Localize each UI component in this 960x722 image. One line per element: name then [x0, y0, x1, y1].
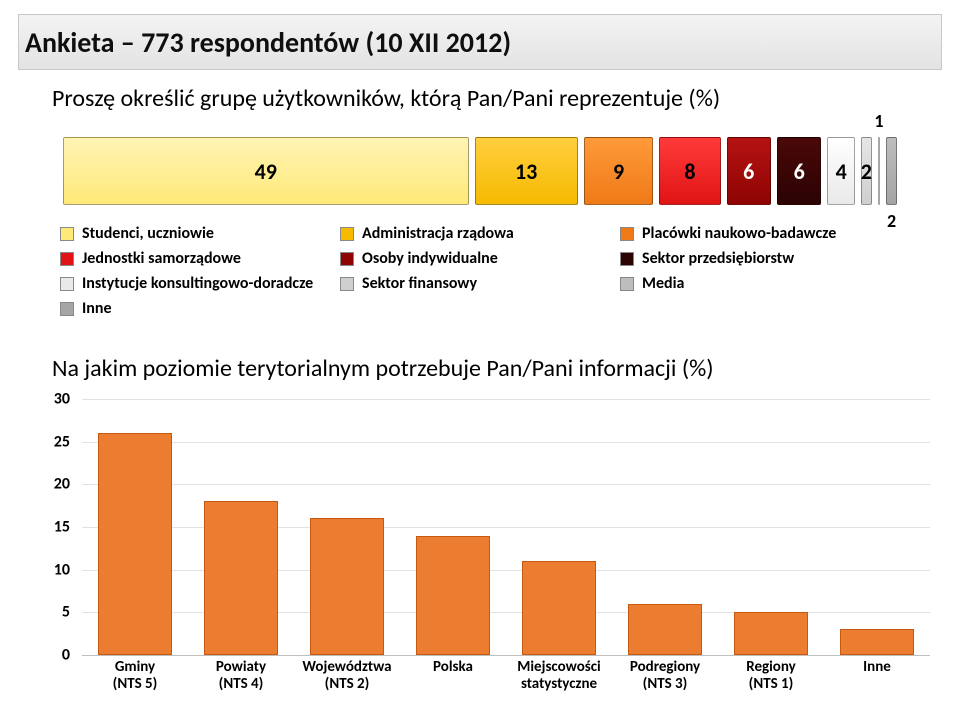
legend-item: Media: [620, 274, 900, 293]
stacked-bar-segment: 6: [774, 134, 824, 208]
legend-label: Sektor przedsiębiorstw: [642, 249, 794, 268]
segment-value: 8: [684, 158, 695, 185]
legend-label: Jednostki samorządowe: [82, 249, 241, 268]
legend-label: Studenci, uczniowie: [82, 224, 214, 243]
legend-label: Administracja rządowa: [362, 224, 514, 243]
bar: [628, 604, 702, 655]
y-axis-labels: 051015202530: [38, 399, 76, 655]
segment-value: 49: [255, 158, 277, 185]
legend-item: Sektor finansowy: [340, 274, 620, 293]
y-tick-label: 30: [54, 390, 70, 409]
legend-label: Placówki naukowo-badawcze: [642, 224, 836, 243]
segment-value: 4: [836, 158, 847, 185]
y-tick-label: 5: [62, 603, 70, 622]
x-tick-label: Inne: [824, 659, 930, 676]
segment-value: 2: [861, 158, 872, 185]
legend-swatch: [60, 302, 74, 316]
x-tick-label: Województwa(NTS 2): [294, 659, 400, 694]
stacked-bar-chart: 491398664212: [60, 134, 900, 208]
segment-value: 6: [743, 158, 754, 185]
x-tick-label: Miejscowościstatystyczne: [506, 659, 612, 694]
legend: Studenci, uczniowie Administracja rządowa…: [60, 224, 900, 318]
legend-swatch: [620, 252, 634, 266]
legend-label: Inne: [82, 299, 112, 318]
stacked-bar-segment: 1: [875, 134, 883, 208]
stacked-bar-segment: 6: [724, 134, 774, 208]
legend-swatch: [60, 227, 74, 241]
legend-swatch: [620, 277, 634, 291]
column-chart: 051015202530 Gminy(NTS 5)Powiaty(NTS 4)W…: [38, 395, 938, 705]
legend-item: Osoby indywidualne: [340, 249, 620, 268]
legend-item: Administracja rządowa: [340, 224, 620, 243]
stacked-bar-segment: 2: [858, 134, 875, 208]
page-title: Ankieta – 773 respondentów (10 XII 2012): [25, 25, 511, 60]
stacked-bar-segment: 8: [656, 134, 723, 208]
x-tick-label: Gminy(NTS 5): [82, 659, 188, 694]
legend-label: Media: [642, 274, 684, 293]
stacked-bar-segment: 2: [883, 134, 900, 208]
title-bar: Ankieta – 773 respondentów (10 XII 2012): [18, 14, 942, 70]
bar: [734, 612, 808, 655]
x-tick-label: Regiony(NTS 1): [718, 659, 824, 694]
legend-item: Sektor przedsiębiorstw: [620, 249, 900, 268]
legend-swatch: [340, 252, 354, 266]
legend-item: Inne: [60, 299, 340, 318]
legend-label: Instytucje konsultingowo-doradcze: [82, 274, 313, 293]
y-tick-label: 25: [54, 432, 70, 451]
subtitle-1: Proszę określić grupę użytkowników, któr…: [52, 84, 720, 113]
legend-label: Osoby indywidualne: [362, 249, 498, 268]
x-tick-label: Podregiony(NTS 3): [612, 659, 718, 694]
x-tick-label: Powiaty(NTS 4): [188, 659, 294, 694]
bar: [840, 629, 914, 655]
segment-value: 6: [794, 158, 805, 185]
bar: [310, 518, 384, 655]
legend-swatch: [340, 227, 354, 241]
stacked-bar-segment: 49: [60, 134, 472, 208]
legend-swatch: [340, 277, 354, 291]
y-tick-label: 0: [62, 646, 70, 665]
bar: [204, 501, 278, 655]
x-axis-labels: Gminy(NTS 5)Powiaty(NTS 4)Województwa(NT…: [82, 659, 930, 705]
stacked-bar-segment: 4: [824, 134, 858, 208]
x-tick-label: Polska: [400, 659, 506, 676]
legend-swatch: [620, 227, 634, 241]
bar: [522, 561, 596, 655]
segment-value: 9: [613, 158, 624, 185]
subtitle-2: Na jakim poziomie terytorialnym potrzebu…: [52, 354, 714, 383]
y-tick-label: 20: [54, 475, 70, 494]
stacked-bar-segment: 9: [581, 134, 657, 208]
bar: [98, 433, 172, 655]
bars-layer: [82, 399, 930, 655]
y-tick-label: 10: [54, 560, 70, 579]
legend-swatch: [60, 277, 74, 291]
legend-item: Placówki naukowo-badawcze: [620, 224, 900, 243]
segment-value: 1: [874, 110, 883, 132]
legend-item: Jednostki samorządowe: [60, 249, 340, 268]
stacked-bar: 491398664212: [60, 134, 900, 208]
segment-value: 2: [887, 210, 896, 232]
legend-item: Instytucje konsultingowo-doradcze: [60, 274, 340, 293]
legend-item: Studenci, uczniowie: [60, 224, 340, 243]
segment-value: 13: [515, 158, 537, 185]
legend-label: Sektor finansowy: [362, 274, 477, 293]
y-tick-label: 15: [54, 518, 70, 537]
slide: Ankieta – 773 respondentów (10 XII 2012)…: [0, 0, 960, 722]
bar: [416, 536, 490, 655]
stacked-bar-segment: 13: [472, 134, 581, 208]
legend-swatch: [60, 252, 74, 266]
